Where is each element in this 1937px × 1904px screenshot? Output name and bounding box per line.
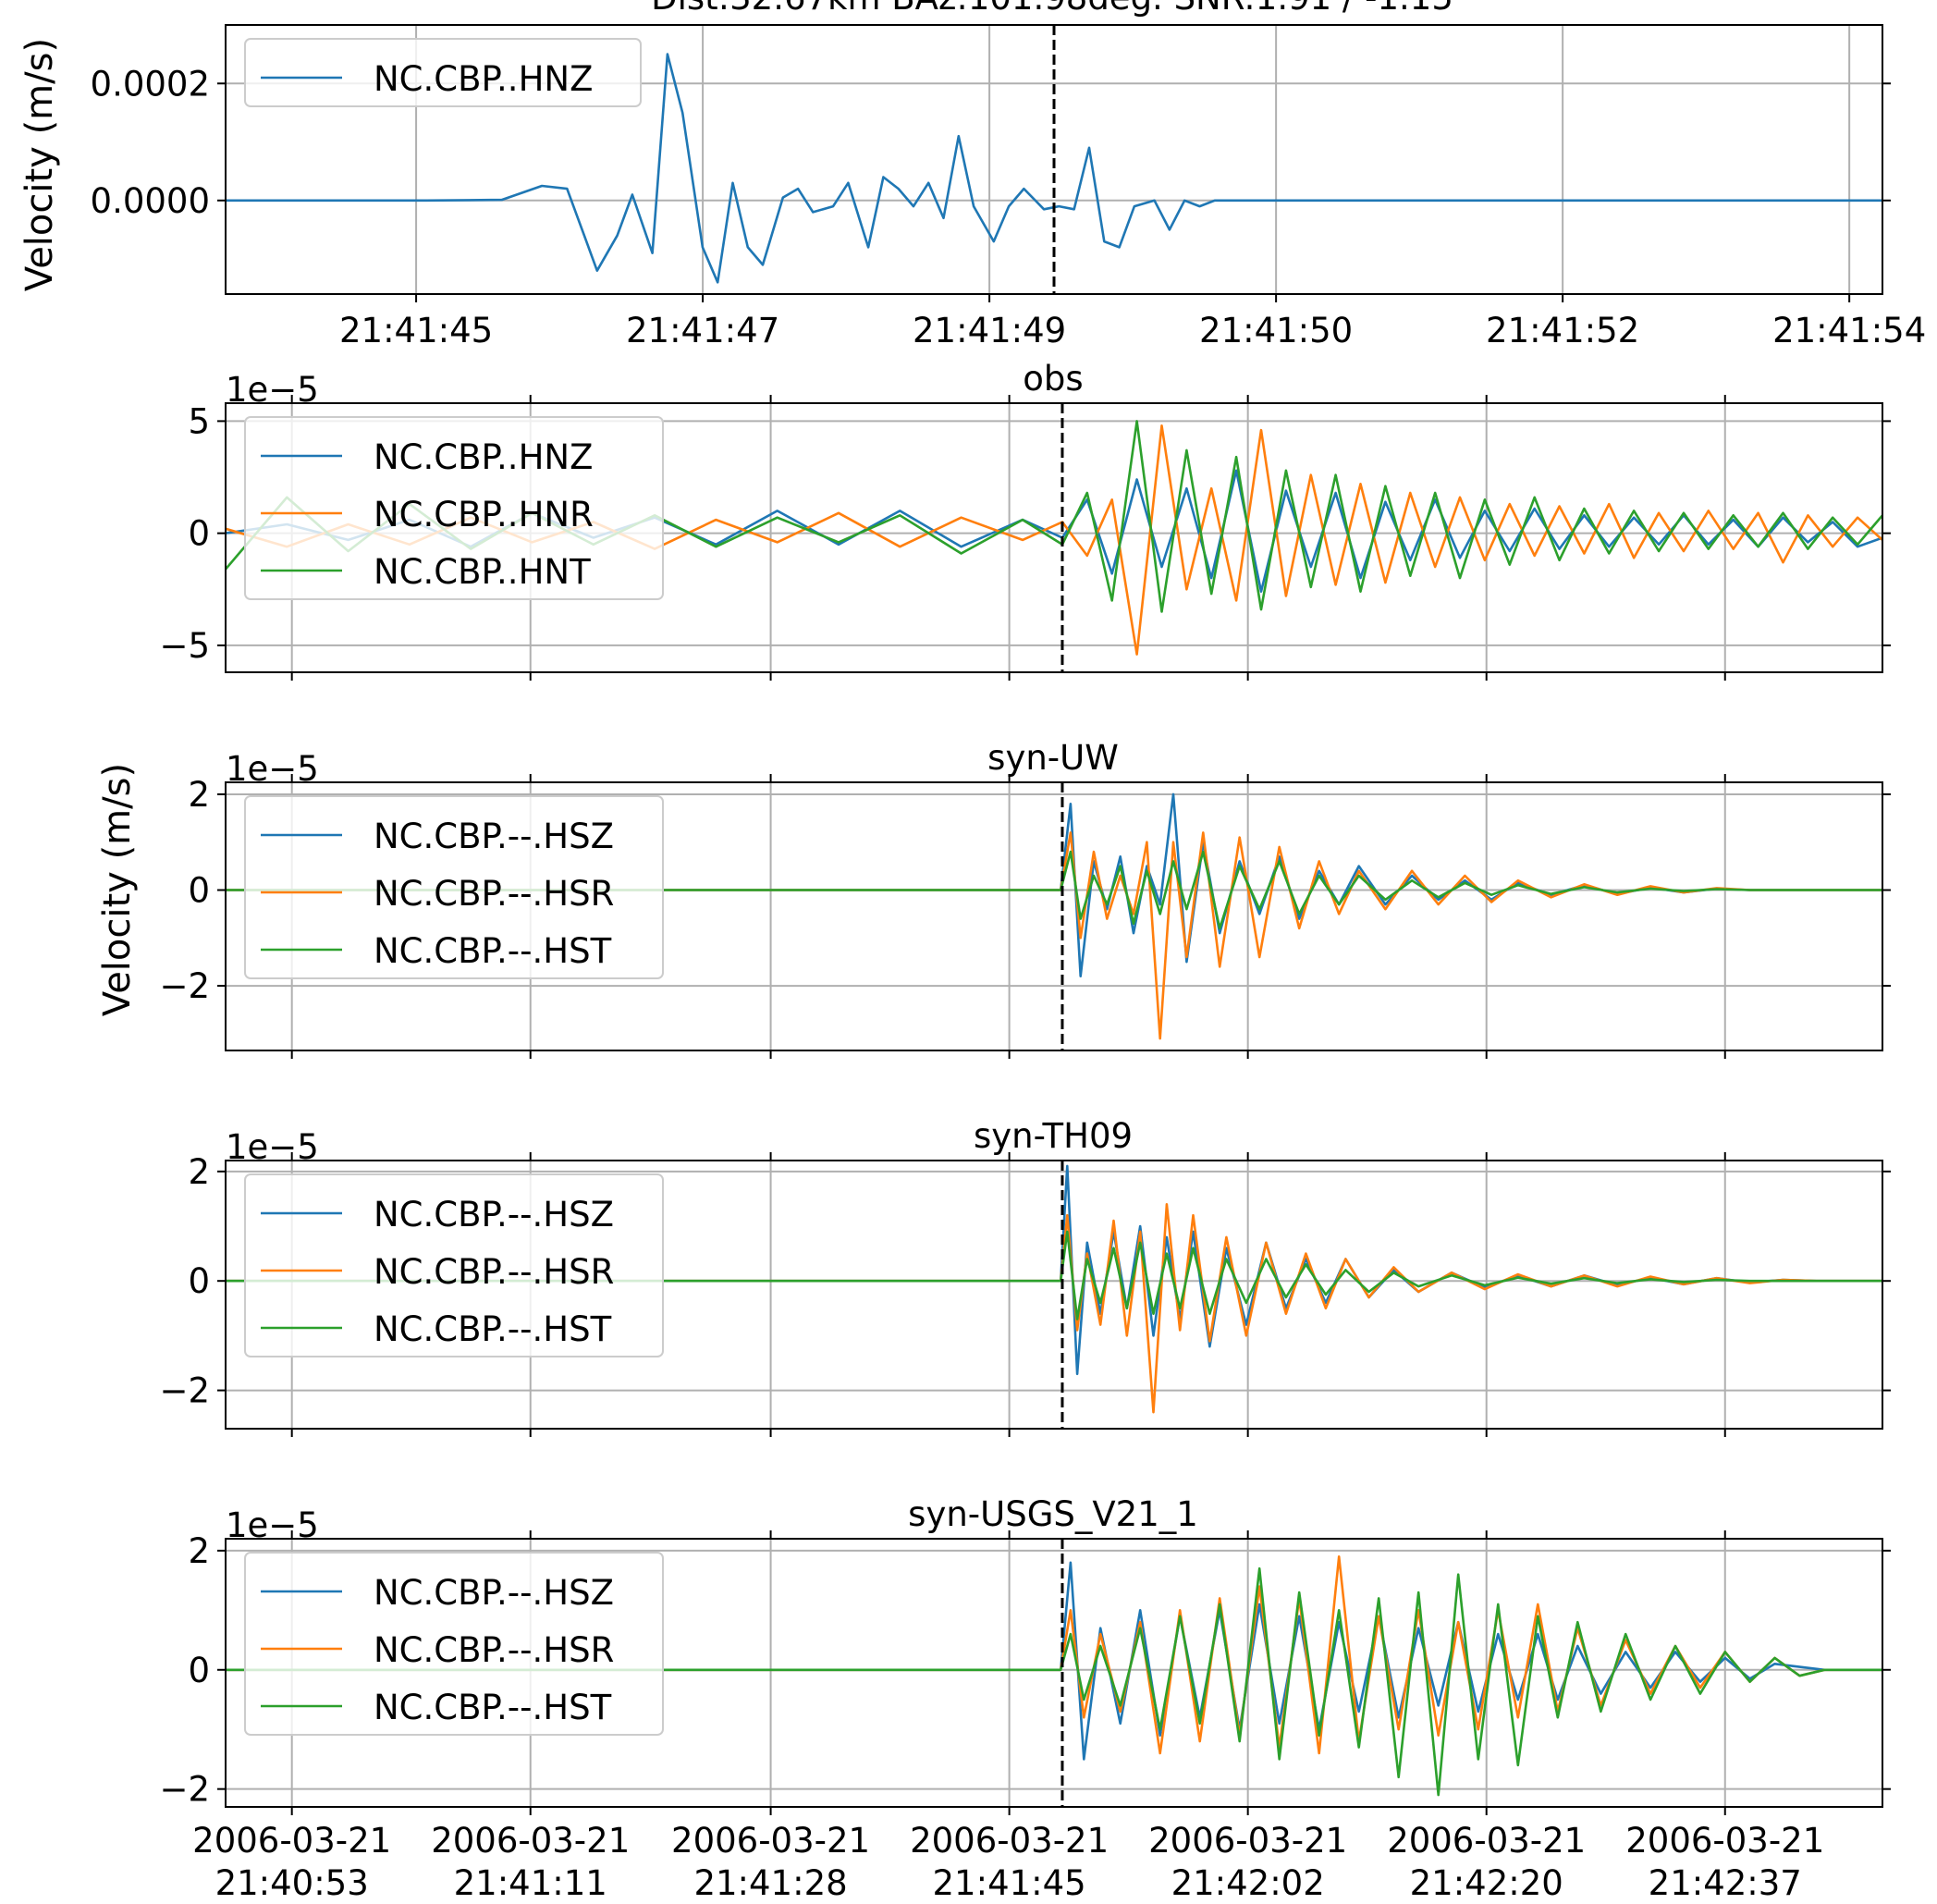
legend: NC.CBP.--.HSZ NC.CBP.--.HSR NC.CBP.--.HST — [244, 795, 664, 979]
series-line-2 — [226, 424, 1882, 656]
legend-entry-3: NC.CBP.--.HST — [374, 1688, 612, 1727]
panel-4: −202syn-TH091e−5NC.CBP.--.HSZNC.CBP.--.H… — [159, 1116, 1891, 1437]
x-tick-label-1-time: 21:40:53 — [215, 1863, 369, 1900]
legend-entry-1: NC.CBP.--.HSZ — [374, 817, 614, 856]
legend-box — [244, 1173, 664, 1357]
x-tick-label-3-time: 21:41:28 — [693, 1863, 847, 1900]
x-tick-label-3: 21:41:49 — [913, 311, 1066, 350]
legend-entry-2: NC.CBP..HNR — [374, 495, 594, 534]
panel-3: −2 0 2 syn-UW 1e−5 NC.CBP.--.HSZ NC.CBP.--.HSR… — [159, 738, 1891, 1059]
y-tick-label-1: −5 — [159, 626, 210, 666]
y-tick-label-3: 2 — [188, 1152, 210, 1192]
x-tick-label-2-time: 21:41:11 — [454, 1863, 607, 1900]
legend-entry-1: NC.CBP.--.HSZ — [374, 1195, 614, 1235]
panels: 0.0000 0.0002 21:41:45 21:41:47 21:41:49 21:4… — [18, 24, 1926, 1903]
x-tick-label-4-time: 21:41:45 — [933, 1863, 1086, 1900]
panel-title: syn-TH09 — [974, 1116, 1133, 1156]
legend-box — [244, 38, 642, 107]
legend: NC.CBP..HNZ — [244, 38, 642, 107]
x-tick-label-7-date: 2006-03-21 — [1625, 1821, 1824, 1861]
x-tick-label-4: 21:41:50 — [1199, 311, 1353, 350]
y-tick-label-2: 0 — [188, 871, 210, 911]
panel-y-axis-label: Velocity (m/s) — [18, 38, 61, 291]
y-tick-label-3: 2 — [188, 775, 210, 815]
x-tick-label-2-date: 2006-03-21 — [431, 1821, 630, 1861]
panel-title: syn-USGS_V21_1 — [908, 1494, 1198, 1534]
figure-top-title: Dist:32.67km BAz:101.98deg. SNR:1.91 / -… — [651, 0, 1453, 18]
legend-entry-3: NC.CBP..HNT — [374, 552, 591, 592]
series-line-1 — [226, 53, 1882, 284]
y-tick-label-1: 0.0000 — [91, 181, 210, 221]
x-tick-label-4-date: 2006-03-21 — [910, 1821, 1109, 1861]
series-line-3 — [226, 1230, 1882, 1321]
axes-frame — [225, 1160, 1883, 1430]
legend-entry-3: NC.CBP.--.HST — [374, 931, 612, 971]
y-offset-label: 1e−5 — [226, 1505, 319, 1545]
series-line-2 — [226, 1555, 1882, 1755]
y-tick-label-2: 0 — [188, 514, 210, 554]
series-line-3 — [226, 1566, 1882, 1797]
x-tick-label-7-time: 21:42:37 — [1649, 1863, 1802, 1900]
legend-box — [244, 416, 664, 600]
y-tick-label-1: −2 — [159, 966, 210, 1006]
legend-entry-1: NC.CBP.--.HSZ — [374, 1573, 614, 1613]
panel-5: −2022006-03-2121:40:532006-03-2121:41:11… — [159, 1494, 1891, 1903]
x-tick-label-6-time: 21:42:20 — [1410, 1863, 1563, 1900]
y-tick-label-3: 2 — [188, 1531, 210, 1571]
y-tick-label-2: 0 — [188, 1651, 210, 1690]
axes-frame — [225, 1538, 1883, 1808]
legend-entry-3: NC.CBP.--.HST — [374, 1309, 612, 1349]
legend-entry-1: NC.CBP..HNZ — [374, 437, 593, 477]
panel-title: obs — [1023, 359, 1083, 399]
legend-entry-2: NC.CBP.--.HSR — [374, 874, 614, 914]
x-tick-label-6: 21:41:54 — [1772, 311, 1926, 350]
x-tick-label-6-date: 2006-03-21 — [1387, 1821, 1586, 1861]
panel-title: syn-UW — [987, 738, 1119, 778]
legend: NC.CBP.--.HSZ NC.CBP.--.HSR NC.CBP.--.HST — [244, 1173, 664, 1357]
panel-1: 0.0000 0.0002 21:41:45 21:41:47 21:41:49 21:4… — [18, 24, 1926, 350]
series-line-3 — [226, 420, 1882, 613]
axes-frame — [225, 402, 1883, 673]
axes-frame — [225, 24, 1883, 295]
axes-frame — [225, 781, 1883, 1051]
shared-y-axis-label: Velocity (m/s) — [96, 763, 139, 1016]
legend: NC.CBP.--.HSZ NC.CBP.--.HSR NC.CBP.--.HST — [244, 1552, 664, 1736]
y-tick-label-1: −2 — [159, 1371, 210, 1411]
x-tick-label-5-time: 21:42:02 — [1171, 1863, 1325, 1900]
legend-box — [244, 795, 664, 979]
x-tick-label-1-date: 2006-03-21 — [192, 1821, 391, 1861]
legend-box — [244, 1552, 664, 1736]
legend-entry-1: NC.CBP..HNZ — [374, 59, 593, 99]
x-tick-label-5-date: 2006-03-21 — [1148, 1821, 1347, 1861]
legend-entry-2: NC.CBP.--.HSR — [374, 1252, 614, 1292]
y-tick-label-2: 0.0002 — [91, 64, 210, 104]
y-tick-label-2: 0 — [188, 1261, 210, 1301]
y-offset-label: 1e−5 — [226, 1127, 319, 1167]
series-line-3 — [226, 850, 1882, 930]
x-tick-label-2: 21:41:47 — [626, 311, 779, 350]
x-tick-label-5: 21:41:52 — [1486, 311, 1639, 350]
x-tick-label-3-date: 2006-03-21 — [671, 1821, 870, 1861]
y-offset-label: 1e−5 — [226, 370, 319, 410]
legend-entry-2: NC.CBP.--.HSR — [374, 1630, 614, 1670]
panel-2: −505obs1e−5NC.CBP..HNZNC.CBP..HNRNC.CBP.… — [159, 359, 1891, 681]
legend: NC.CBP..HNZ NC.CBP..HNR NC.CBP..HNT — [244, 416, 664, 600]
y-tick-label-3: 5 — [188, 401, 210, 441]
y-offset-label: 1e−5 — [226, 749, 319, 789]
x-tick-label-1: 21:41:45 — [339, 311, 493, 350]
y-tick-label-1: −2 — [159, 1770, 210, 1810]
